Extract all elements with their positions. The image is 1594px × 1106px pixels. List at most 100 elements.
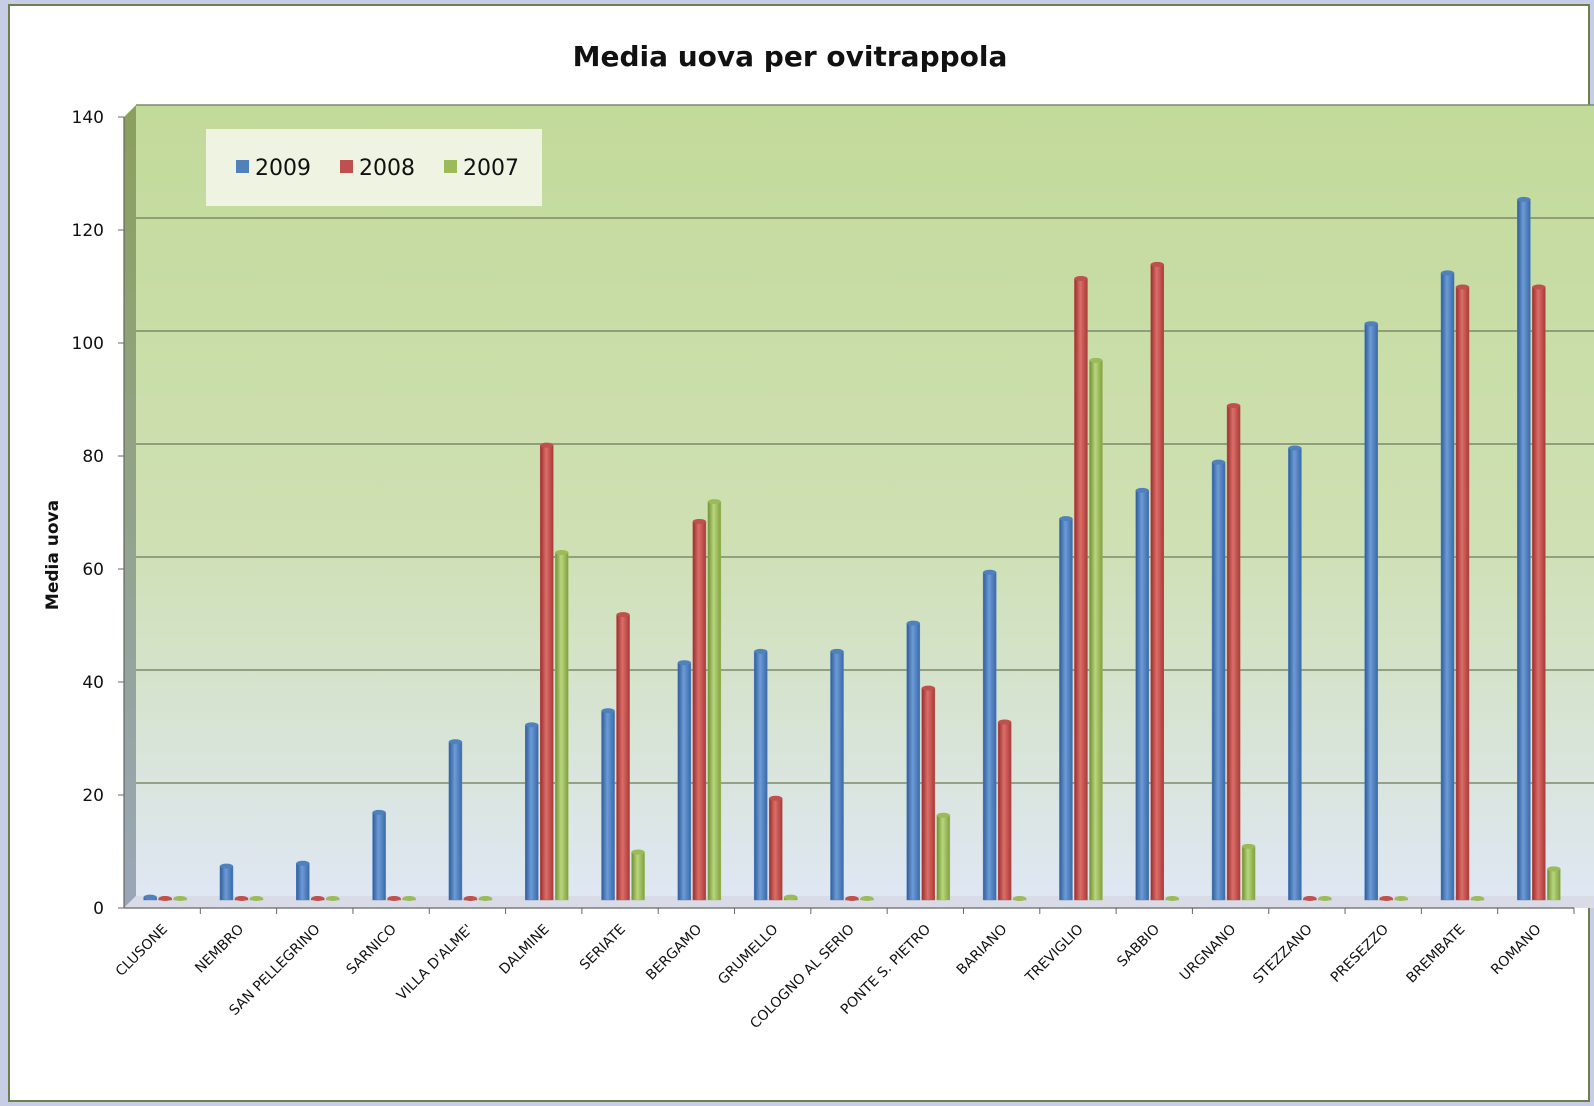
bar-2008 [539,444,554,901]
bar-2008 [1532,286,1546,901]
bar-2009 [601,710,615,901]
legend-label-2008: 2008 [359,156,415,181]
bar-cap [830,648,844,654]
bar-cap [1547,866,1561,872]
bar-cap [707,499,721,505]
bar-2009 [524,724,539,901]
bar-cap [1456,284,1470,290]
legend-label-2009: 2009 [255,156,311,181]
bars [143,196,1561,901]
bar-cap [845,896,859,901]
bar-cap [784,894,798,900]
bar-cap [936,812,950,818]
x-category-label: ROMANO [1488,922,1545,979]
x-category-label: SABBIO [1114,922,1163,971]
bar-2007 [936,815,951,901]
bar-cap [372,809,386,815]
bar-2007 [631,851,645,901]
plot-area [136,105,1594,896]
bar-2008 [1074,278,1088,901]
bar-cap [998,719,1012,725]
bar-2008 [1226,405,1241,901]
bar-2009 [1135,490,1150,901]
y-tick-label: 100 [72,334,104,354]
bar-2009 [753,651,768,901]
bar-cap [1394,896,1408,901]
bar-2009 [982,572,997,901]
x-category-label: SERIATE [577,922,629,974]
bar-cap [631,849,645,855]
bar-cap [540,442,554,448]
bar-2009 [448,741,463,901]
x-category-label: DALMINE [496,922,552,978]
gridlines [136,104,1594,784]
bar-cap [1379,896,1393,901]
bar-cap [555,550,569,556]
bar-cap [234,896,248,901]
bar-cap [1303,896,1317,901]
legend-swatch-2007 [444,160,457,173]
bar-2009 [219,865,234,901]
bar-2008 [692,521,707,901]
bar-2008 [921,687,936,901]
bar-2009 [1364,323,1378,901]
bar-cap [1165,896,1179,901]
bar-cap [1471,896,1485,901]
x-category-label: SARNICO [343,922,399,978]
y-axis-ticks: 0 20 40 60 80 100 120 140 [72,108,124,919]
bar-cap [402,896,416,901]
x-category-label: GRUMELLO [715,922,781,988]
bar-2007 [554,552,569,901]
bar-cap [158,896,172,901]
bar-cap [860,896,874,901]
x-category-label: BERGAMO [643,922,705,984]
bar-cap [463,896,477,901]
x-category-label: TREVIGLIO [1022,922,1087,987]
bar-2009 [296,863,310,901]
bar-cap [1288,445,1302,451]
y-tick-label: 20 [82,786,104,806]
bar-2009 [677,662,692,901]
x-category-label: PRESEZZO [1328,922,1392,986]
bar-cap [173,896,187,901]
bar-cap [311,896,325,901]
bar-cap [677,660,691,666]
y-tick-label: 0 [93,899,104,919]
bar-cap [219,863,233,869]
y-axis-label: Media uova [43,500,63,610]
x-category-label: CLUSONE [113,922,171,980]
x-category-label: BREMBATE [1403,922,1468,987]
bar-cap [448,739,462,745]
bar-2008 [997,721,1012,901]
bar-cap [754,648,768,654]
bar-cap [1242,843,1256,849]
bar-cap [1532,284,1546,290]
bar-cap [1517,196,1531,202]
chart-title: Media uova per ovitrappola [573,40,1008,73]
bar-cap [326,896,340,901]
bar-2007 [1089,360,1103,901]
bar-2009 [1211,461,1226,901]
x-category-label: BARIANO [954,922,1011,979]
y-tick-label: 60 [82,560,104,580]
bar-cap [769,795,783,801]
bar-cap [906,620,920,626]
bar-cap [478,896,492,901]
bar-2009 [372,812,386,901]
bar-cap [983,569,997,575]
bar-cap [1135,487,1149,493]
bar-2007 [1241,846,1256,901]
y-tick-label: 120 [72,221,104,241]
bar-cap [1318,896,1332,901]
bar-cap [692,518,706,524]
legend-box [206,129,542,206]
bar-2007 [1547,868,1561,901]
bar-cap [249,896,263,901]
bar-2008 [768,798,783,901]
bar-2009 [1517,199,1531,901]
bar-cap [1059,516,1073,522]
bar-2009 [1059,518,1073,901]
bar-2009 [1440,272,1455,901]
bar-cap [143,894,157,900]
